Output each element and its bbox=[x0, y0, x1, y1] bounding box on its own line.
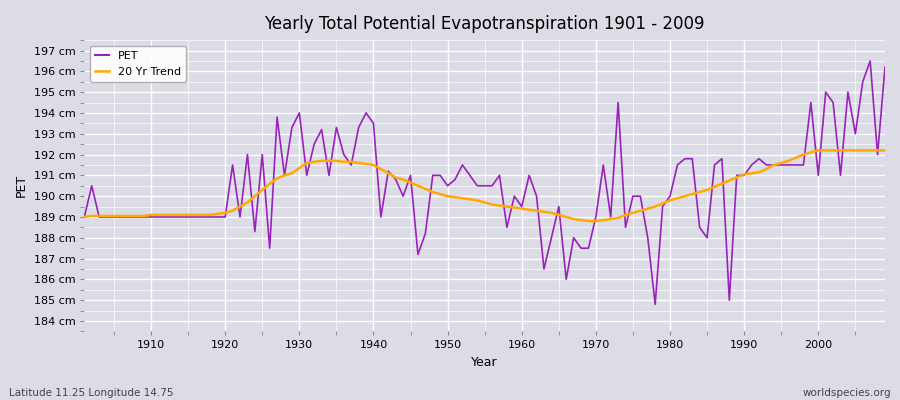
Legend: PET, 20 Yr Trend: PET, 20 Yr Trend bbox=[90, 46, 186, 82]
Text: worldspecies.org: worldspecies.org bbox=[803, 388, 891, 398]
X-axis label: Year: Year bbox=[472, 356, 498, 369]
Title: Yearly Total Potential Evapotranspiration 1901 - 2009: Yearly Total Potential Evapotranspiratio… bbox=[265, 15, 705, 33]
Y-axis label: PET: PET bbox=[15, 174, 28, 197]
Text: Latitude 11.25 Longitude 14.75: Latitude 11.25 Longitude 14.75 bbox=[9, 388, 174, 398]
